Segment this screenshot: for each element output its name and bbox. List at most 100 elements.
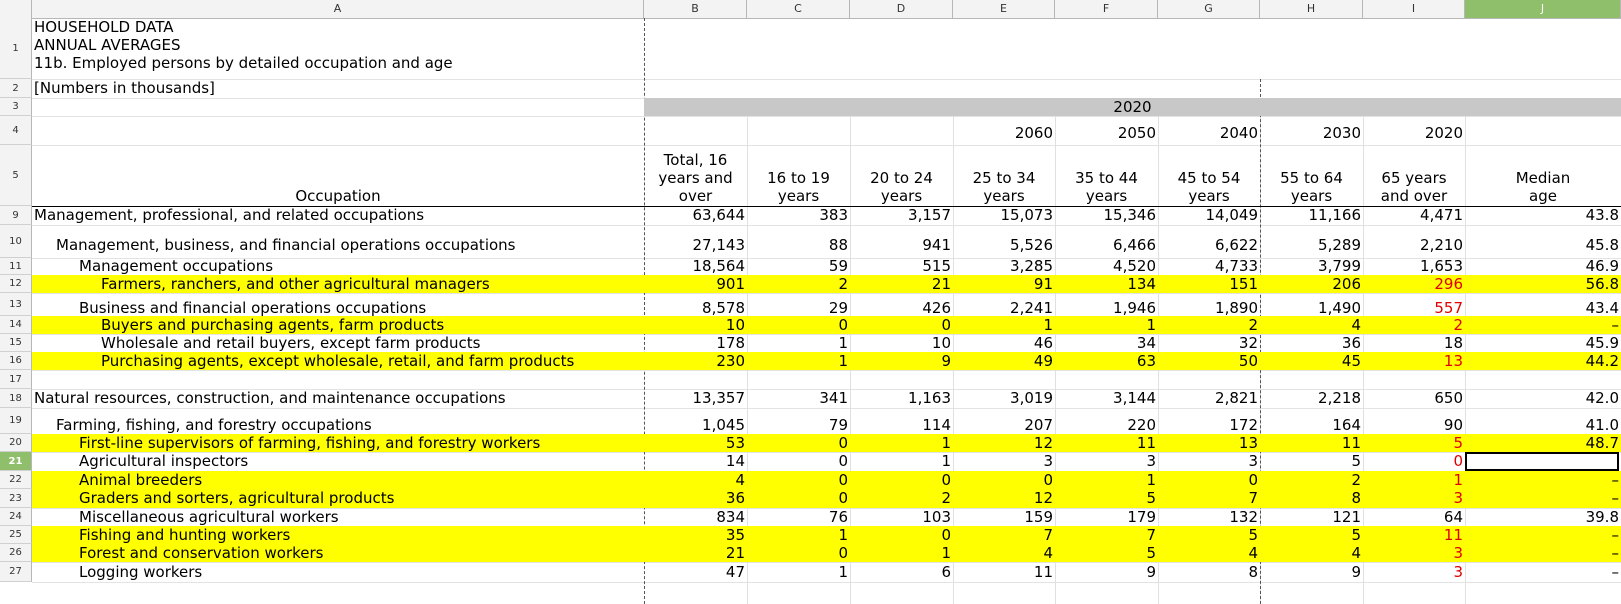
column-header-h[interactable]: H	[1260, 0, 1363, 18]
row-header-21[interactable]: 21	[0, 452, 32, 471]
data-cell[interactable]: 121	[1332, 508, 1361, 526]
data-cell[interactable]: 56.8	[1585, 275, 1619, 293]
data-cell[interactable]	[1260, 370, 1363, 389]
data-cell[interactable]: 650	[1434, 389, 1463, 407]
data-cell[interactable]: 0	[838, 471, 848, 489]
row-header-25[interactable]: 25	[0, 526, 32, 544]
data-cell[interactable]: 3	[1043, 452, 1053, 470]
data-cell[interactable]: 27,143	[692, 236, 746, 254]
data-cell[interactable]: 53	[725, 434, 745, 452]
data-cell[interactable]: 172	[1229, 416, 1258, 434]
data-cell[interactable]: 132	[1229, 508, 1258, 526]
data-cell[interactable]: 1,890	[1215, 299, 1258, 317]
data-cell[interactable]: 178	[716, 334, 745, 352]
data-cell[interactable]: –	[1611, 489, 1620, 507]
data-cell[interactable]: 12	[1033, 489, 1053, 507]
data-cell[interactable]	[1363, 370, 1465, 389]
data-cell[interactable]: 0	[838, 434, 848, 452]
data-cell[interactable]: 151	[1229, 275, 1258, 293]
row-header-16[interactable]: 16	[0, 352, 32, 370]
data-cell[interactable]: 206	[1332, 275, 1361, 293]
data-cell[interactable]: 4,733	[1215, 257, 1258, 275]
data-cell[interactable]: 296	[1434, 275, 1463, 293]
row-header-13[interactable]: 13	[0, 293, 32, 316]
data-cell[interactable]: 39.8	[1585, 508, 1619, 526]
data-cell[interactable]: 5	[1453, 434, 1463, 452]
row-header-1[interactable]: 1	[0, 18, 32, 79]
data-cell[interactable]: 0	[1043, 471, 1053, 489]
data-cell[interactable]: 426	[922, 299, 951, 317]
data-cell[interactable]: 1	[838, 563, 848, 581]
row-header-4[interactable]: 4	[0, 116, 32, 145]
data-cell[interactable]: 18,564	[692, 257, 746, 275]
row-header-14[interactable]: 14	[0, 316, 32, 334]
data-cell[interactable]: 134	[1127, 275, 1156, 293]
data-cell[interactable]	[850, 370, 953, 389]
data-cell[interactable]	[1465, 370, 1621, 389]
data-cell[interactable]: 0	[1248, 471, 1258, 489]
data-cell[interactable]: 8	[1248, 563, 1258, 581]
data-cell[interactable]: 5,526	[1010, 236, 1053, 254]
data-cell[interactable]: 50	[1238, 352, 1258, 370]
data-cell[interactable]: 1	[1453, 471, 1463, 489]
row-header-17[interactable]: 17	[0, 370, 32, 389]
data-cell[interactable]: 230	[716, 352, 745, 370]
data-cell[interactable]: 834	[716, 508, 745, 526]
data-cell[interactable]: 34	[1136, 334, 1156, 352]
data-cell[interactable]: 0	[838, 544, 848, 562]
data-cell[interactable]	[953, 370, 1055, 389]
row-header-12[interactable]: 12	[0, 275, 32, 293]
data-cell[interactable]: 383	[819, 206, 848, 224]
data-cell[interactable]: 15,073	[1000, 206, 1054, 224]
data-cell[interactable]: 88	[828, 236, 848, 254]
data-cell[interactable]: 557	[1434, 299, 1463, 317]
row-header-11[interactable]: 11	[0, 258, 32, 275]
data-cell[interactable]: 1	[941, 452, 951, 470]
data-cell[interactable]: 4,520	[1113, 257, 1156, 275]
data-cell[interactable]: 901	[716, 275, 745, 293]
data-cell[interactable]: 14	[725, 452, 745, 470]
data-cell[interactable]: 4	[1351, 544, 1361, 562]
data-cell[interactable]: 2	[838, 275, 848, 293]
data-cell[interactable]: 2	[1248, 316, 1258, 334]
data-cell[interactable]: 4,471	[1420, 206, 1463, 224]
row-header-3[interactable]: 3	[0, 98, 32, 116]
data-cell[interactable]: 3,285	[1010, 257, 1053, 275]
data-cell[interactable]: 2	[1351, 471, 1361, 489]
data-cell[interactable]: 515	[922, 257, 951, 275]
row-header-22[interactable]: 22	[0, 471, 32, 489]
select-all-corner[interactable]	[0, 0, 32, 18]
column-header-i[interactable]: I	[1363, 0, 1465, 18]
data-cell[interactable]: 43.4	[1585, 299, 1619, 317]
data-cell[interactable]: 15,346	[1103, 206, 1157, 224]
row-header-27[interactable]: 27	[0, 562, 32, 582]
column-header-c[interactable]: C	[747, 0, 850, 18]
row-header-2[interactable]: 2	[0, 79, 32, 98]
data-cell[interactable]: 46.9	[1585, 257, 1619, 275]
data-cell[interactable]: 2	[941, 489, 951, 507]
data-cell[interactable]: –	[1611, 526, 1620, 544]
data-cell[interactable]: 2,210	[1420, 236, 1463, 254]
data-cell[interactable]: 13,357	[692, 389, 746, 407]
data-cell[interactable]: 114	[922, 416, 951, 434]
data-cell[interactable]: 35	[725, 526, 745, 544]
row-header-18[interactable]: 18	[0, 389, 32, 408]
data-cell[interactable]: 1,946	[1113, 299, 1156, 317]
data-cell[interactable]: 9	[1351, 563, 1361, 581]
column-header-j[interactable]: J	[1465, 0, 1621, 18]
data-cell[interactable]: 6,622	[1215, 236, 1258, 254]
data-cell[interactable]: 47	[725, 563, 745, 581]
data-cell[interactable]: 6	[941, 563, 951, 581]
data-cell[interactable]: 11	[1033, 563, 1053, 581]
data-cell[interactable]: 3	[1453, 544, 1463, 562]
data-cell[interactable]: 2,241	[1010, 299, 1053, 317]
data-cell[interactable]: 11	[1443, 526, 1463, 544]
data-cell[interactable]: 41.0	[1585, 416, 1619, 434]
data-cell[interactable]: 44.2	[1585, 352, 1619, 370]
data-cell[interactable]: 1	[1043, 316, 1053, 334]
data-cell[interactable]	[644, 370, 747, 389]
data-cell[interactable]: 32	[1238, 334, 1258, 352]
data-cell[interactable]: –	[1611, 563, 1620, 581]
data-cell[interactable]: 59	[828, 257, 848, 275]
row-header-24[interactable]: 24	[0, 508, 32, 526]
